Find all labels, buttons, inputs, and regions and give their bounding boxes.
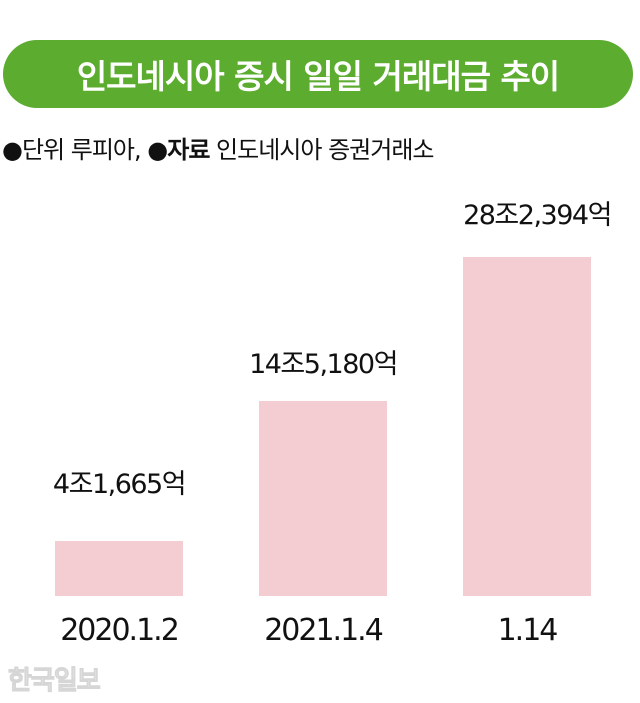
chart-meta: ●단위 루피아, ●자료 인도네시아 증권거래소: [2, 130, 434, 165]
watermark-logo: 한국일보: [8, 666, 102, 697]
value-label-1: 14조5,180억: [249, 349, 398, 380]
value-label-0: 4조1,665억: [52, 469, 187, 500]
value-label-2: 28조2,394억: [463, 200, 612, 231]
bar-0: [55, 541, 183, 596]
category-label-1: 2021.1.4: [264, 613, 384, 648]
unit-label: 단위: [21, 136, 65, 164]
unit-value: 루피아,: [70, 136, 142, 164]
source-value: 인도네시아 증권거래소: [216, 136, 434, 164]
bar-2: [463, 257, 591, 596]
chart-title: 인도네시아 증시 일일 거래대금 추이: [3, 40, 633, 108]
bullet-icon: ●: [147, 136, 168, 164]
bar-1: [259, 401, 387, 596]
category-label-2: 1.14: [497, 613, 559, 648]
category-label-0: 2020.1.2: [60, 613, 180, 648]
source-label: 자료: [167, 136, 210, 164]
bullet-icon: ●: [2, 136, 23, 164]
